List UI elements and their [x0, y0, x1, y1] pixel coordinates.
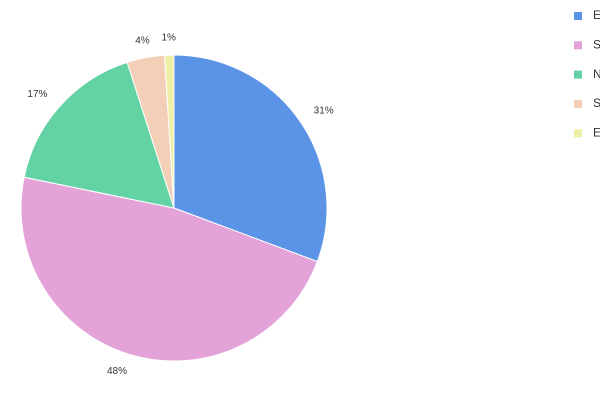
legend-label: S	[593, 96, 600, 110]
pie-slice	[163, 54, 175, 209]
slice-label: 1%	[161, 33, 176, 44]
slice-label: 48%	[107, 366, 127, 377]
legend-label: N	[593, 67, 600, 81]
slice-label: 4%	[135, 36, 150, 47]
legend-label: E	[593, 8, 600, 22]
slice-label: 31%	[314, 106, 334, 117]
pie-slice	[23, 61, 175, 209]
legend-label: E	[593, 125, 600, 139]
slice-label: 17%	[27, 89, 47, 100]
legend-swatch	[574, 99, 582, 108]
legend-swatch	[574, 70, 582, 79]
legend-swatch	[574, 12, 582, 20]
pie-slice	[20, 176, 318, 362]
legend-swatch	[574, 129, 582, 138]
legend-swatch	[574, 41, 582, 50]
pie-slice	[173, 54, 328, 263]
legend-label: S	[593, 37, 600, 51]
